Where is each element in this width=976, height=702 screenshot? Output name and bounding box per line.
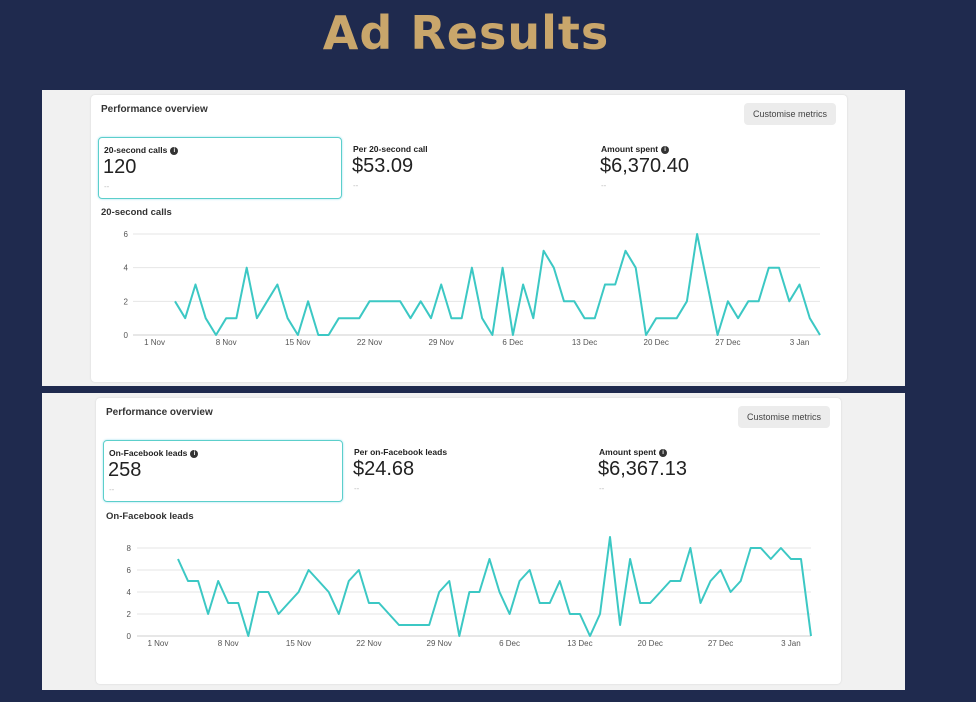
metric-label: Amount spent i	[601, 144, 670, 154]
x-tick-label: 20 Dec	[644, 338, 669, 347]
y-tick-label: 6	[124, 230, 129, 239]
x-tick-label: 13 Dec	[567, 639, 592, 648]
customise-metrics-button[interactable]: Customise metrics	[744, 103, 836, 125]
metric-tile[interactable]: Amount spent i $6,367.13 --	[594, 440, 832, 500]
customise-metrics-button[interactable]: Customise metrics	[738, 406, 830, 428]
panel-calls: Performance overview Customise metrics 2…	[42, 90, 905, 386]
metric-comparison: --	[353, 181, 359, 190]
x-tick-label: 20 Dec	[638, 639, 663, 648]
metric-label: Per 20-second call	[353, 144, 428, 154]
series-line	[177, 536, 812, 637]
x-tick-label: 6 Dec	[499, 639, 520, 648]
metric-label: Per on-Facebook leads	[354, 447, 448, 457]
chart-title: 20-second calls	[101, 207, 172, 218]
metric-tile[interactable]: 20-second calls i 120 --	[98, 137, 342, 199]
x-tick-label: 15 Nov	[286, 639, 311, 648]
x-tick-label: 8 Nov	[216, 338, 237, 347]
y-tick-label: 2	[124, 297, 129, 306]
y-tick-label: 0	[127, 632, 132, 641]
info-icon[interactable]: i	[661, 145, 670, 154]
y-tick-label: 4	[124, 264, 129, 273]
info-icon[interactable]: i	[190, 449, 199, 458]
x-tick-label: 29 Nov	[429, 338, 454, 347]
x-tick-label: 3 Jan	[781, 639, 801, 648]
x-tick-label: 1 Nov	[147, 639, 168, 648]
x-tick-label: 15 Nov	[285, 338, 310, 347]
x-tick-label: 8 Nov	[218, 639, 239, 648]
series-line	[174, 233, 821, 336]
metric-comparison: --	[104, 182, 110, 191]
x-tick-label: 29 Nov	[427, 639, 452, 648]
x-tick-label: 27 Dec	[708, 639, 733, 648]
metric-value: 120	[103, 156, 137, 178]
info-icon[interactable]: i	[659, 448, 668, 457]
metric-comparison: --	[109, 485, 115, 494]
metric-tile[interactable]: Amount spent i $6,370.40 --	[596, 137, 836, 197]
metric-comparison: --	[601, 181, 607, 190]
card-header: Performance overview	[101, 104, 208, 115]
x-tick-label: 3 Jan	[790, 338, 810, 347]
x-tick-label: 1 Nov	[144, 338, 165, 347]
metric-label: 20-second calls i	[104, 145, 179, 155]
metric-value: $6,367.13	[598, 458, 687, 480]
metric-label: Amount spent i	[599, 447, 668, 457]
metric-label: On-Facebook leads i	[109, 448, 199, 458]
metric-tile[interactable]: Per on-Facebook leads $24.68 --	[349, 440, 587, 500]
metric-value: 258	[108, 459, 142, 481]
x-tick-label: 13 Dec	[572, 338, 597, 347]
y-tick-label: 6	[127, 566, 132, 575]
y-tick-label: 2	[127, 610, 132, 619]
x-tick-label: 22 Nov	[356, 639, 381, 648]
x-tick-label: 6 Dec	[502, 338, 523, 347]
metric-value: $53.09	[352, 155, 414, 177]
metric-value: $6,370.40	[600, 155, 689, 177]
y-tick-label: 4	[127, 588, 132, 597]
info-icon[interactable]: i	[170, 146, 179, 155]
metric-tile[interactable]: Per 20-second call $53.09 --	[348, 137, 588, 197]
metric-comparison: --	[354, 484, 360, 493]
page-title: Ad Results	[322, 6, 610, 60]
y-tick-label: 0	[124, 331, 129, 340]
chart-title: On-Facebook leads	[106, 511, 194, 522]
metric-value: $24.68	[353, 458, 415, 480]
metric-comparison: --	[599, 484, 605, 493]
x-tick-label: 22 Nov	[357, 338, 382, 347]
y-tick-label: 8	[127, 544, 132, 553]
metric-tile[interactable]: On-Facebook leads i 258 --	[103, 440, 343, 502]
x-tick-label: 27 Dec	[715, 338, 740, 347]
card-header: Performance overview	[106, 407, 213, 418]
